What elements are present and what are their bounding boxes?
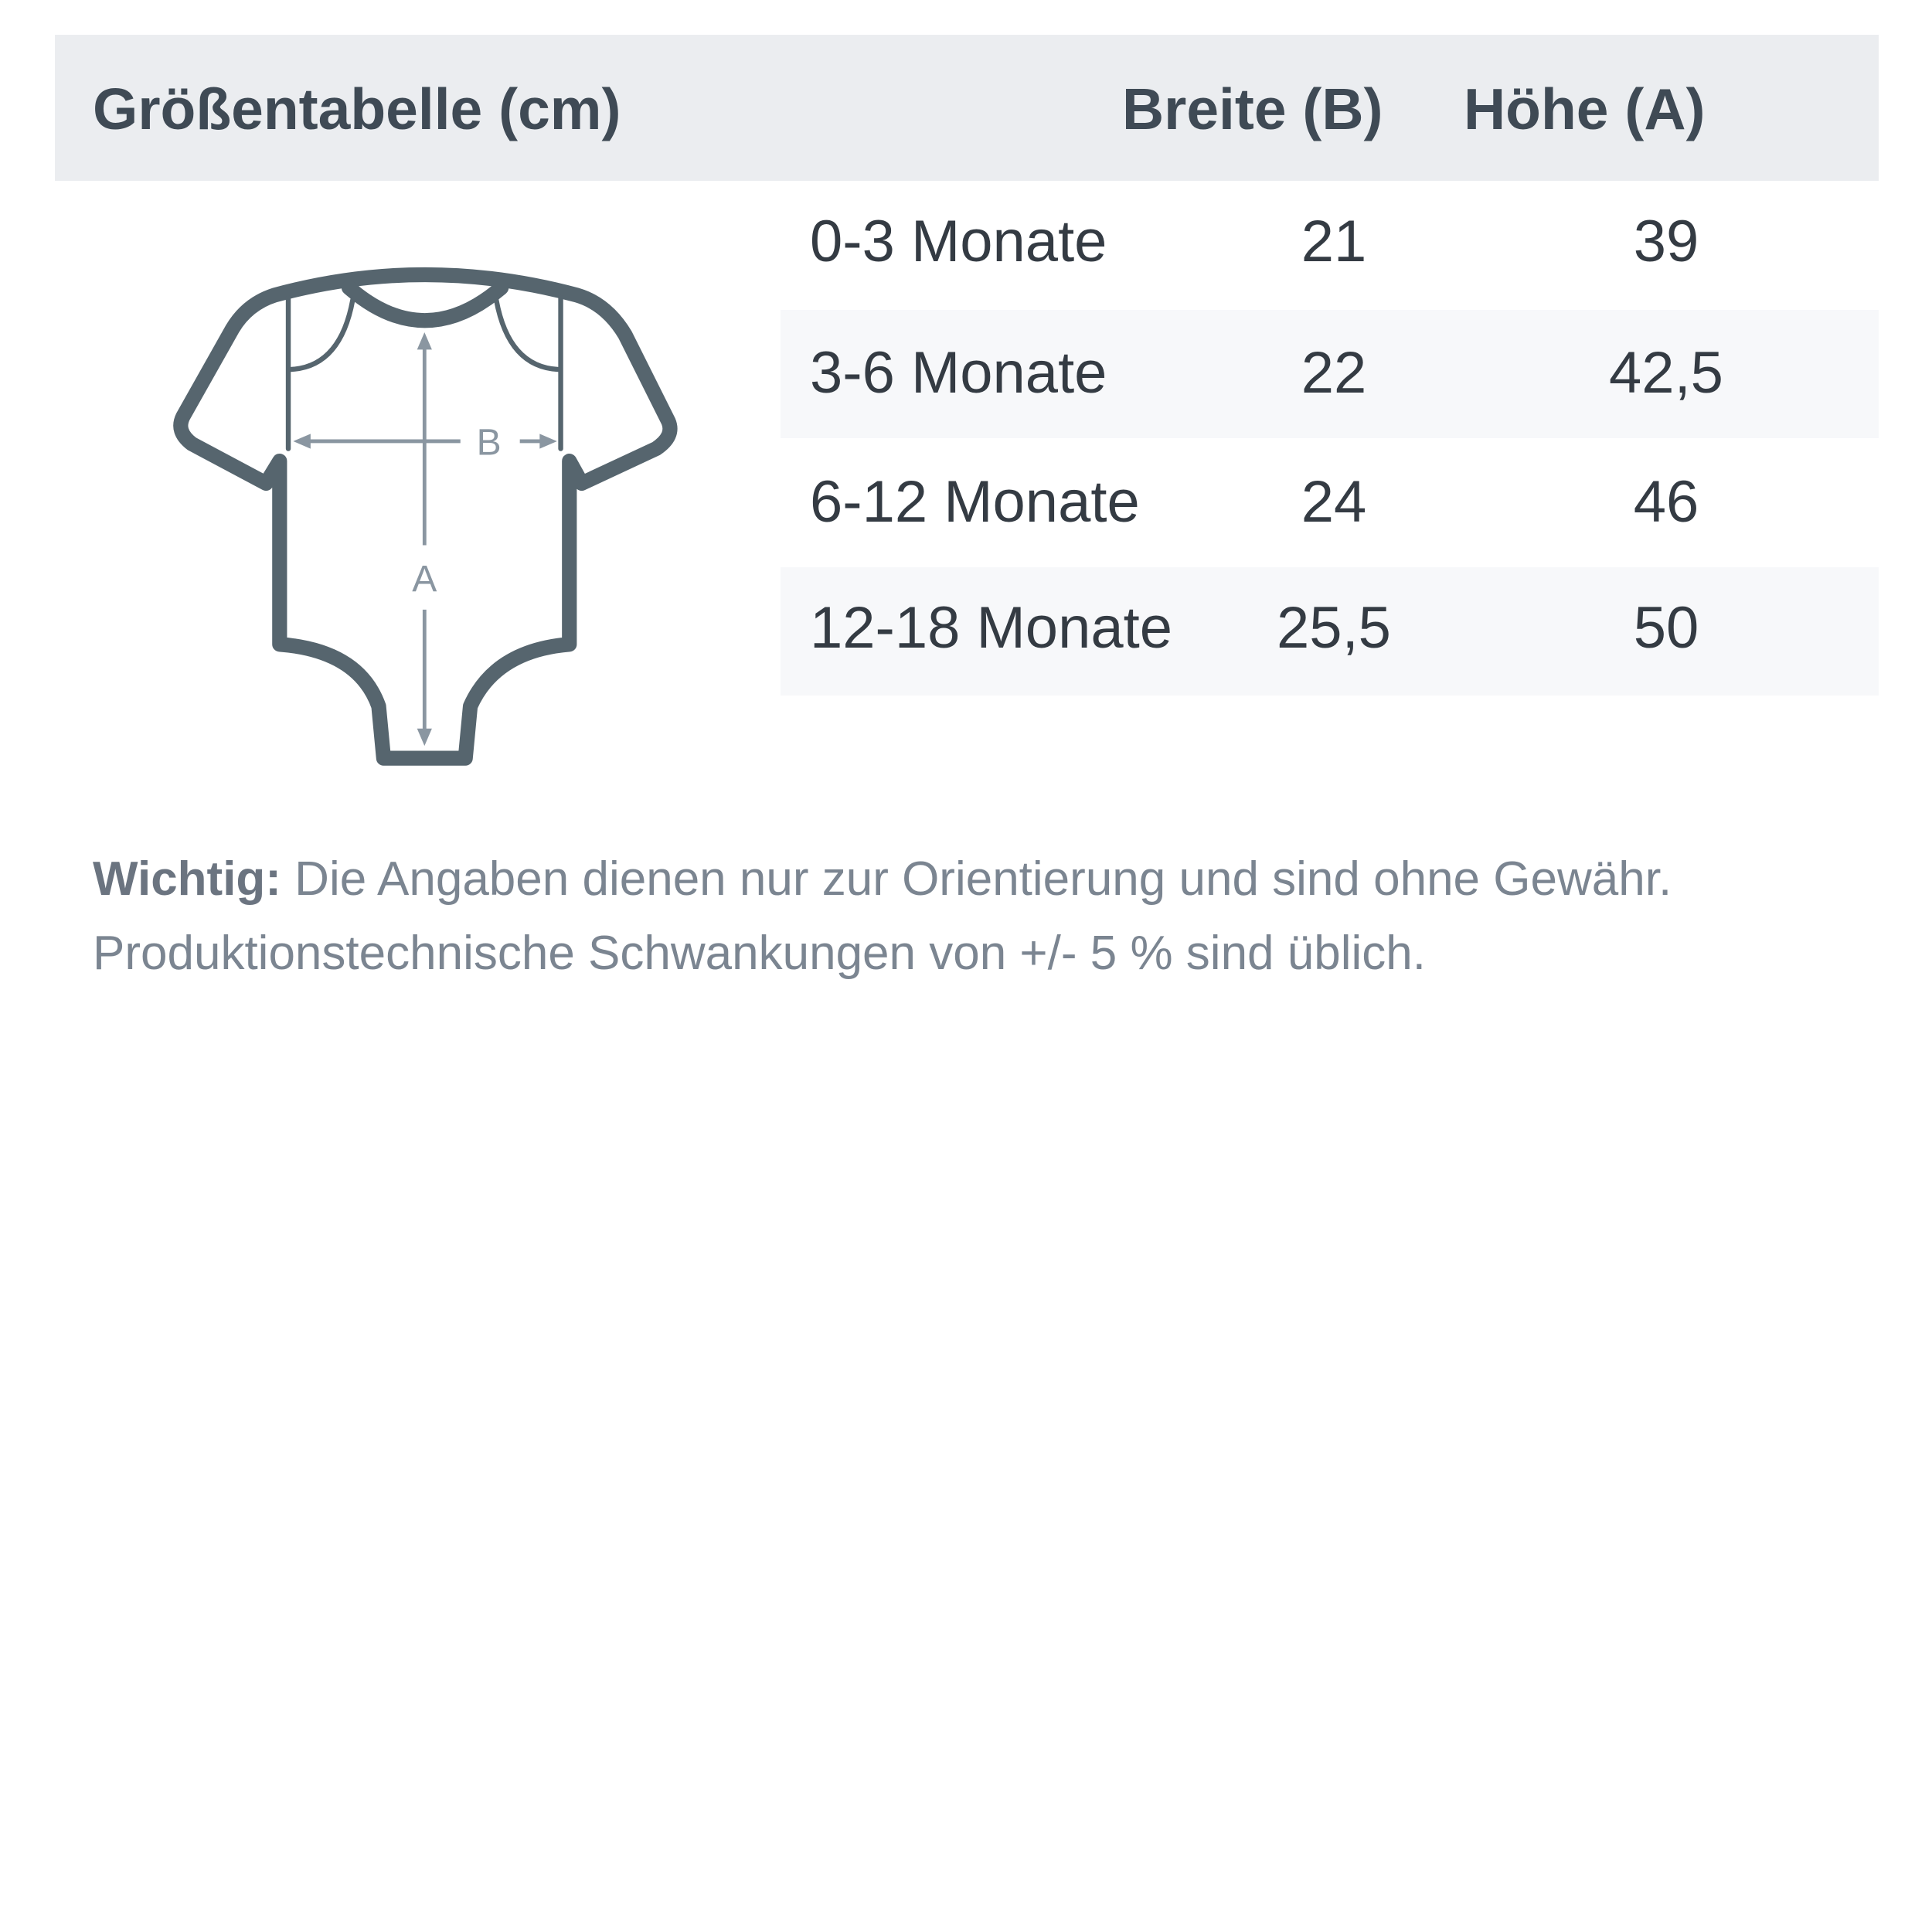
- baby-bodysuit-icon: B A: [173, 267, 678, 766]
- width-cell: 24: [1301, 469, 1367, 535]
- size-cell: 12-18 Monate: [810, 595, 1172, 661]
- table-title: Größentabelle (cm): [93, 77, 621, 141]
- column-header-width: Breite (B): [1122, 77, 1383, 141]
- note-line-1: Die Angaben dienen nur zur Orientierung …: [281, 852, 1672, 906]
- width-cell: 22: [1301, 340, 1367, 406]
- note-label: Wichtig:: [93, 852, 281, 906]
- table-header: [55, 35, 1879, 181]
- height-cell: 39: [1633, 209, 1699, 274]
- label-a: A: [412, 558, 437, 600]
- note-line-2: Produktionstechnische Schwankungen von +…: [93, 927, 1426, 980]
- size-cell: 6-12 Monate: [810, 469, 1140, 535]
- measure-arrows: [293, 332, 557, 747]
- height-cell: 42,5: [1609, 340, 1723, 406]
- height-cell: 46: [1633, 469, 1699, 535]
- width-cell: 25,5: [1277, 595, 1391, 661]
- width-cell: 21: [1301, 209, 1367, 274]
- size-cell: 3-6 Monate: [810, 340, 1107, 406]
- size-cell: 0-3 Monate: [810, 209, 1107, 274]
- height-cell: 50: [1633, 595, 1699, 661]
- disclaimer-note: Wichtig: Die Angaben dienen nur zur Orie…: [93, 842, 1870, 991]
- label-b: B: [477, 422, 502, 464]
- column-header-height: Höhe (A): [1464, 77, 1706, 141]
- row-stripe: [781, 310, 1879, 438]
- row-stripe: [781, 567, 1879, 696]
